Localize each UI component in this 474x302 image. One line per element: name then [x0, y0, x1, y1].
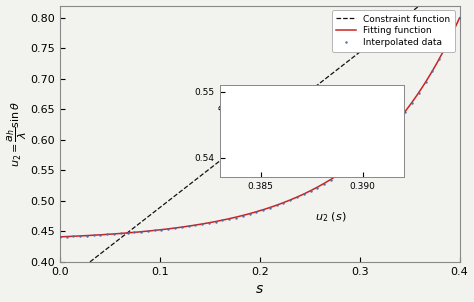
Interpolated data	[144, 229, 152, 234]
Constraint function	[155, 207, 161, 211]
Interpolated data	[76, 234, 84, 239]
Interpolated data	[334, 173, 341, 178]
Interpolated data	[110, 232, 118, 236]
Interpolated data	[83, 233, 91, 238]
Interpolated data	[205, 220, 213, 225]
Constraint function	[204, 169, 210, 173]
Interpolated data	[327, 177, 335, 182]
Interpolated data	[178, 225, 186, 230]
Interpolated data	[280, 201, 287, 205]
Fitting function	[77, 234, 83, 238]
Interpolated data	[320, 182, 328, 186]
Interpolated data	[347, 163, 355, 168]
Interpolated data	[164, 226, 172, 231]
Interpolated data	[151, 228, 158, 233]
Fitting function	[445, 40, 451, 44]
Interpolated data	[395, 118, 402, 123]
Interpolated data	[232, 215, 240, 220]
Legend: Constraint function, Fitting function, Interpolated data: Constraint function, Fitting function, I…	[332, 10, 455, 52]
Fitting function	[57, 235, 63, 239]
Fitting function	[445, 41, 451, 44]
Interpolated data	[368, 146, 375, 151]
Interpolated data	[266, 205, 273, 210]
Interpolated data	[130, 230, 138, 235]
Interpolated data	[63, 234, 71, 239]
Y-axis label: $u_2=\dfrac{a_h}{\lambda}\sin\theta$: $u_2=\dfrac{a_h}{\lambda}\sin\theta$	[6, 101, 29, 167]
Interpolated data	[307, 189, 314, 194]
Interpolated data	[381, 133, 389, 138]
Interpolated data	[103, 232, 111, 237]
Interpolated data	[185, 224, 192, 229]
Interpolated data	[273, 203, 281, 208]
Constraint function	[95, 254, 100, 258]
Interpolated data	[259, 207, 267, 212]
Interpolated data	[415, 90, 423, 95]
Interpolated data	[313, 185, 321, 190]
Interpolated data	[408, 100, 416, 105]
Interpolated data	[239, 214, 246, 218]
Interpolated data	[137, 229, 145, 234]
Interpolated data	[70, 234, 77, 239]
Interpolated data	[293, 195, 301, 200]
Interpolated data	[90, 233, 98, 238]
Interpolated data	[428, 69, 436, 74]
Interpolated data	[124, 231, 131, 236]
Interpolated data	[286, 198, 294, 203]
Interpolated data	[246, 212, 253, 217]
Line: Constraint function: Constraint function	[90, 6, 419, 262]
Interpolated data	[422, 80, 429, 85]
Fitting function	[457, 16, 463, 20]
Interpolated data	[374, 140, 382, 145]
Text: $s\ (u_2)$: $s\ (u_2)$	[215, 83, 245, 116]
Text: $u_2\ (s)$: $u_2\ (s)$	[315, 211, 346, 224]
Line: Fitting function: Fitting function	[60, 18, 460, 237]
Fitting function	[372, 144, 377, 147]
Interpolated data	[341, 168, 348, 173]
Interpolated data	[171, 226, 179, 231]
Constraint function	[87, 260, 93, 264]
Interpolated data	[97, 233, 104, 237]
Interpolated data	[354, 158, 362, 163]
Interpolated data	[56, 234, 64, 239]
Interpolated data	[442, 44, 450, 49]
Interpolated data	[361, 153, 368, 157]
Interpolated data	[388, 126, 396, 130]
Interpolated data	[198, 222, 206, 226]
Constraint function	[416, 4, 422, 8]
Interpolated data	[449, 31, 456, 35]
Interpolated data	[456, 16, 464, 21]
Interpolated data	[300, 192, 308, 197]
Interpolated data	[226, 217, 233, 222]
Interpolated data	[219, 218, 226, 223]
Interpolated data	[436, 57, 443, 62]
Fitting function	[241, 214, 246, 217]
Interpolated data	[117, 231, 125, 236]
Interpolated data	[401, 109, 409, 114]
Constraint function	[369, 41, 375, 44]
Interpolated data	[158, 227, 165, 232]
Interpolated data	[191, 223, 199, 228]
Constraint function	[322, 78, 328, 81]
X-axis label: $s$: $s$	[255, 282, 264, 297]
Fitting function	[251, 210, 257, 214]
Constraint function	[403, 14, 409, 18]
Interpolated data	[253, 210, 260, 214]
Interpolated data	[212, 219, 219, 224]
